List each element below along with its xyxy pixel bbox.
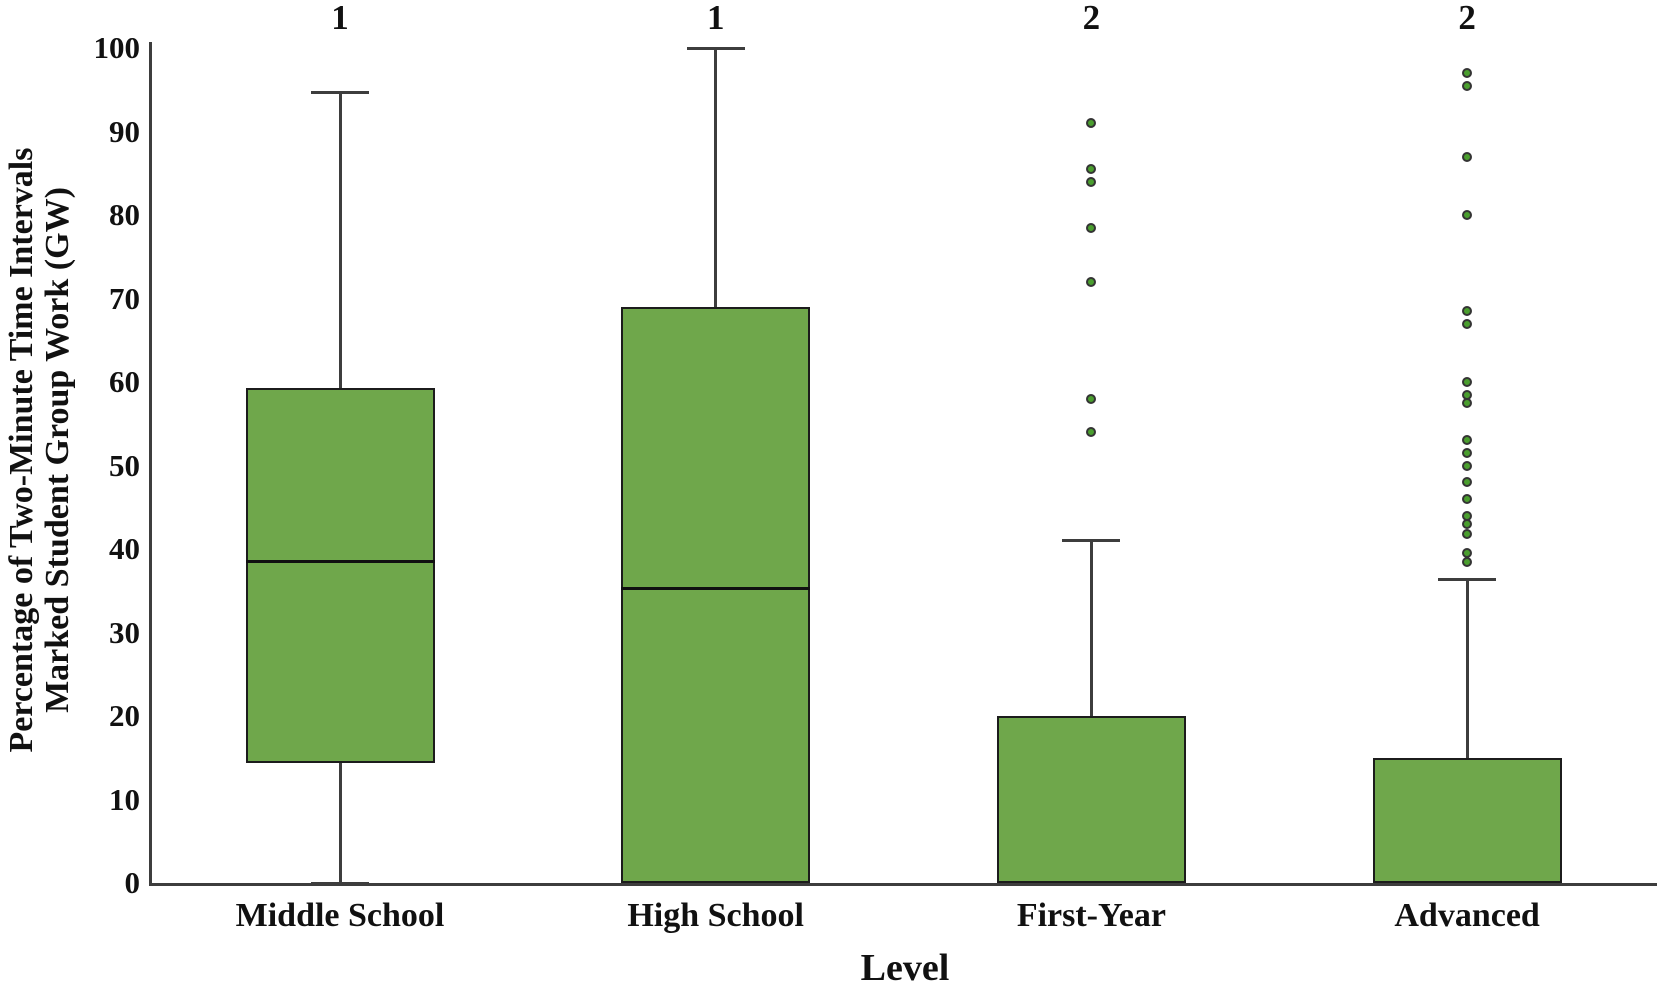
outlier-dot	[1462, 447, 1473, 458]
outlier-dot	[1462, 318, 1473, 329]
outlier-dot	[1462, 151, 1473, 162]
outlier-dot	[1462, 68, 1473, 79]
outlier-dot	[1462, 548, 1473, 559]
whisker-high-cap-advanced	[1438, 578, 1497, 582]
outlier-dot	[1462, 477, 1473, 488]
whisker-high-middle-school	[338, 92, 342, 388]
y-tick-label: 80	[109, 197, 140, 232]
median-middle-school	[245, 560, 435, 564]
box-middle-school	[245, 387, 435, 763]
outlier-dot	[1462, 493, 1473, 504]
group-label: 2	[1458, 0, 1476, 37]
outlier-dot	[1462, 460, 1473, 471]
y-tick-label: 20	[109, 698, 140, 733]
y-tick-label: 60	[109, 364, 140, 399]
group-label: 1	[331, 0, 349, 37]
outlier-dot	[1462, 80, 1473, 91]
whisker-high-cap-first-year	[1062, 539, 1121, 543]
outlier-dot	[1086, 222, 1097, 233]
outlier-dot	[1086, 276, 1097, 287]
outlier-dot	[1462, 389, 1473, 400]
group-label: 1	[706, 0, 725, 37]
y-tick-label: 40	[109, 531, 140, 566]
box-first-year	[996, 716, 1186, 883]
x-category-label: First-Year	[1016, 897, 1166, 934]
outlier-dot	[1086, 176, 1097, 187]
outlier-dot	[1086, 118, 1097, 129]
x-category-label: Middle School	[235, 897, 445, 934]
outlier-dot	[1462, 210, 1473, 220]
median-high-school	[621, 586, 811, 590]
whisker-high-first-year	[1089, 540, 1093, 716]
outlier-dot	[1462, 510, 1473, 521]
y-axis-line	[149, 42, 152, 886]
outlier-dot	[1462, 528, 1473, 539]
outlier-dot	[1462, 306, 1473, 317]
whisker-high-cap-middle-school	[311, 90, 369, 94]
y-tick-label: 70	[109, 280, 140, 316]
whisker-low-middle-school	[338, 762, 342, 883]
outlier-dot	[1086, 164, 1097, 175]
x-axis-line	[149, 883, 1657, 886]
outlier-dot	[1462, 556, 1473, 567]
group-label: 2	[1082, 0, 1101, 37]
outlier-dot	[1086, 393, 1097, 404]
box-advanced	[1372, 757, 1562, 883]
whisker-high-high-school	[714, 48, 718, 307]
x-axis-title: Level	[860, 947, 950, 989]
y-tick-label: 90	[109, 113, 140, 149]
whisker-high-cap-high-school	[686, 46, 745, 50]
y-tick-label: 50	[109, 447, 140, 483]
whisker-low-cap-middle-school	[311, 881, 369, 885]
x-category-label: High School	[627, 897, 805, 934]
x-category-label: Advanced	[1394, 897, 1540, 934]
y-tick-label: 10	[109, 781, 140, 817]
y-tick-label: 30	[109, 614, 140, 650]
y-tick-label: 0	[124, 865, 141, 900]
whisker-high-advanced	[1465, 579, 1469, 758]
outlier-dot	[1086, 427, 1097, 438]
y-tick-label: 100	[93, 30, 141, 65]
box-high-school	[621, 306, 811, 883]
outlier-dot	[1462, 435, 1473, 446]
outlier-dot	[1462, 377, 1473, 387]
